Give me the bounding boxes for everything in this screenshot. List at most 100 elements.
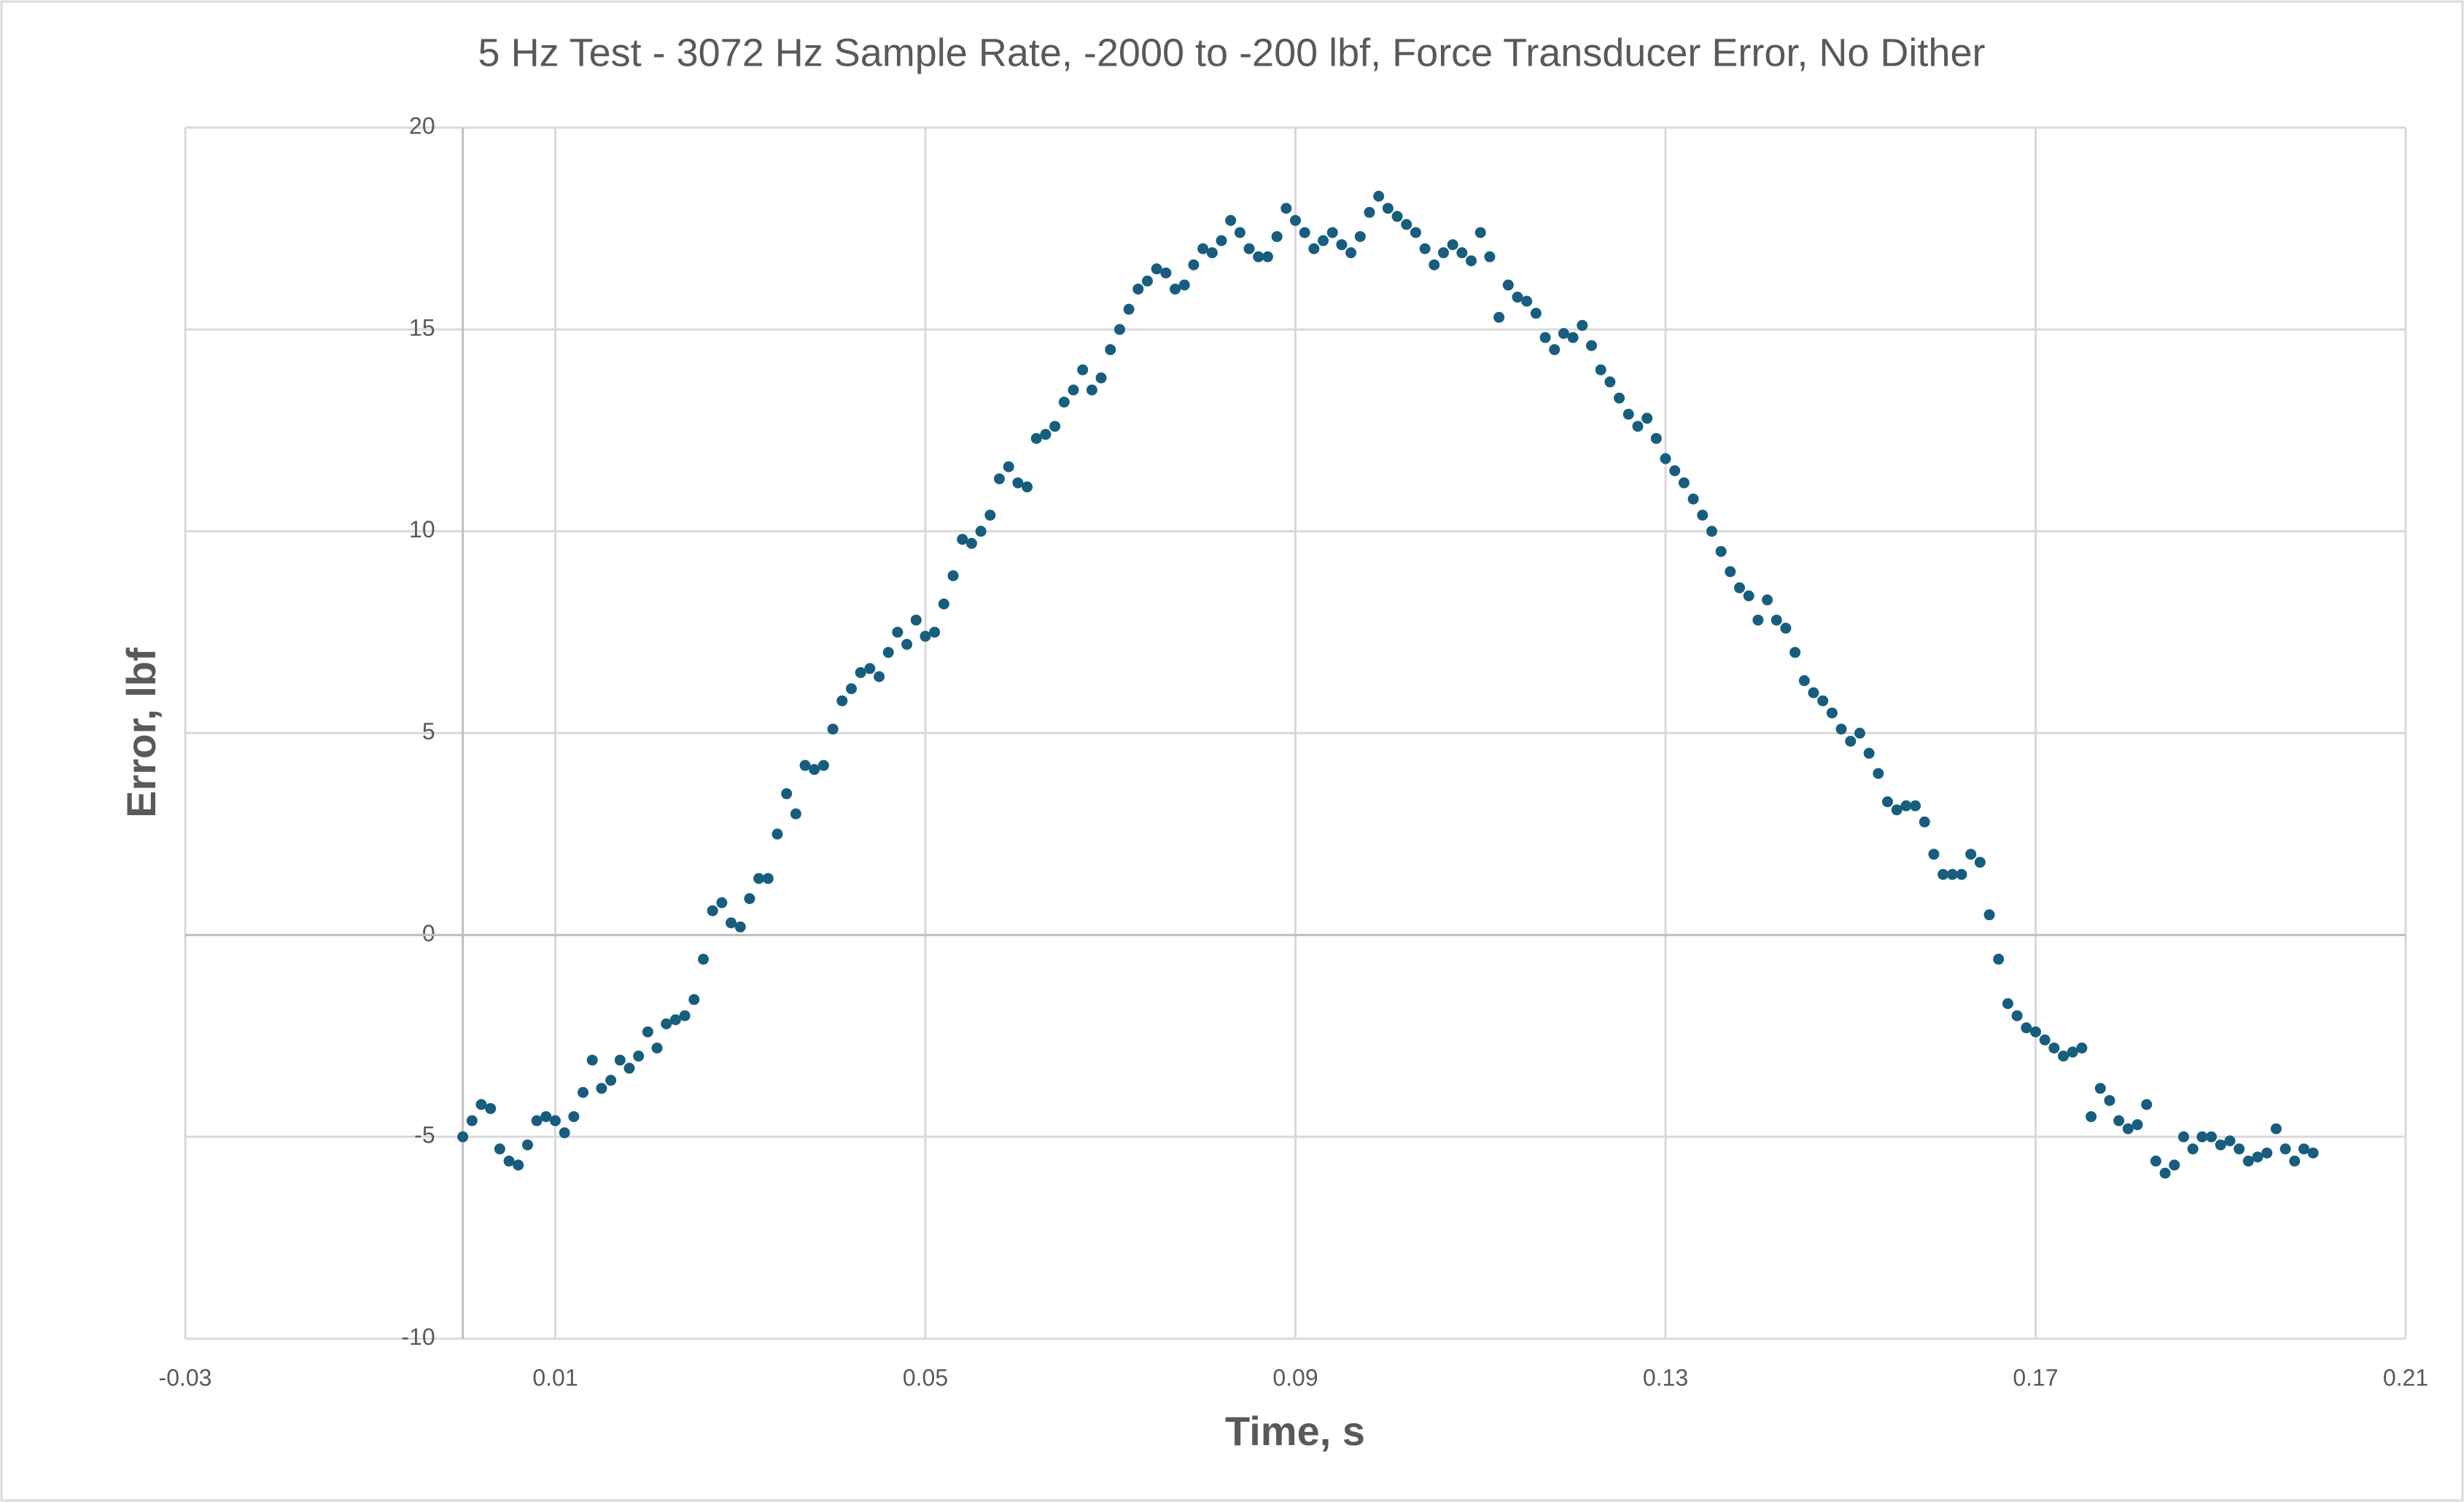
y-tick-label: -10: [401, 1323, 435, 1350]
data-point: [984, 510, 996, 521]
data-point: [1900, 800, 1912, 812]
data-point: [2150, 1155, 2161, 1167]
data-point: [1253, 251, 1264, 262]
data-point: [2159, 1167, 2171, 1179]
data-point: [2196, 1131, 2208, 1143]
data-point: [1650, 432, 1662, 444]
data-point: [1521, 295, 1533, 307]
data-point: [753, 873, 765, 884]
data-point: [1669, 465, 1681, 477]
data-point: [1114, 324, 1125, 335]
data-point: [614, 1054, 626, 1066]
data-point: [1780, 623, 1792, 634]
data-point: [1049, 421, 1061, 432]
data-point: [1558, 327, 1569, 339]
data-point: [1956, 868, 1967, 880]
data-point: [1567, 332, 1579, 343]
data-point: [1817, 695, 1829, 707]
data-point: [1225, 214, 1237, 226]
data-point: [1132, 283, 1144, 295]
data-point: [947, 570, 959, 582]
data-point: [2002, 997, 2013, 1009]
data-point: [1438, 247, 1449, 259]
data-point: [457, 1131, 469, 1143]
data-point: [1354, 230, 1366, 242]
data-point: [1142, 275, 1153, 287]
data-point: [2252, 1151, 2263, 1163]
data-point: [1280, 203, 1292, 214]
data-point: [1345, 247, 1357, 259]
data-point: [1364, 206, 1375, 218]
data-point: [1151, 263, 1162, 275]
data-point: [1466, 255, 1477, 267]
data-point: [929, 626, 941, 638]
data-point: [1086, 384, 1097, 396]
y-tick-label: 10: [409, 516, 435, 542]
data-point: [2039, 1034, 2051, 1046]
data-point: [1105, 344, 1116, 356]
data-point: [1910, 800, 1921, 812]
data-point: [698, 954, 709, 965]
data-point: [513, 1159, 524, 1171]
data-point: [586, 1054, 598, 1066]
data-point: [1318, 235, 1329, 246]
data-point: [1474, 227, 1486, 238]
data-point: [2048, 1042, 2060, 1054]
data-point: [1373, 190, 1385, 202]
data-point: [2131, 1119, 2143, 1131]
data-point: [1419, 243, 1431, 254]
data-point: [2058, 1050, 2069, 1062]
data-point: [485, 1102, 497, 1114]
y-tick-label: 5: [422, 718, 435, 744]
data-point: [550, 1115, 561, 1126]
data-point: [1382, 203, 1394, 214]
data-point: [2122, 1123, 2134, 1135]
data-point: [1660, 453, 1671, 464]
data-point: [559, 1127, 570, 1139]
data-point: [1762, 594, 1773, 606]
data-point: [1715, 545, 1727, 557]
data-point: [661, 1018, 672, 1030]
x-tick-label: 0.13: [1643, 1364, 1688, 1390]
data-point: [1983, 909, 1995, 921]
x-tick-label: -0.03: [159, 1364, 212, 1390]
data-point: [1873, 768, 1884, 779]
data-point: [707, 905, 718, 917]
data-point: [578, 1086, 589, 1098]
data-point: [1687, 493, 1699, 505]
data-point: [1216, 235, 1227, 246]
data-point: [475, 1099, 487, 1110]
data-point: [1641, 413, 1653, 424]
data-point: [1586, 340, 1597, 351]
data-point: [846, 683, 857, 695]
data-point: [2289, 1155, 2301, 1167]
data-point: [965, 537, 977, 549]
data-point: [1123, 303, 1135, 315]
data-point: [1549, 344, 1561, 356]
data-point: [827, 723, 839, 735]
data-point: [1401, 219, 1412, 230]
data-point: [1502, 279, 1514, 291]
data-point: [1938, 868, 1949, 880]
x-tick-label: 0.21: [2383, 1364, 2428, 1390]
data-point: [1308, 243, 1320, 254]
data-point: [1003, 461, 1014, 472]
data-point: [1336, 239, 1348, 251]
data-point: [633, 1050, 645, 1062]
y-tick-label: 20: [409, 112, 435, 139]
data-point: [910, 614, 922, 626]
data-point: [726, 917, 737, 929]
data-point: [799, 760, 811, 771]
data-point: [2215, 1139, 2226, 1151]
data-point: [809, 763, 820, 775]
data-point: [1068, 384, 1079, 396]
data-point: [1789, 647, 1801, 658]
data-point: [744, 893, 755, 905]
data-point: [1604, 376, 1616, 388]
data-point: [1845, 736, 1857, 747]
data-point: [2261, 1147, 2273, 1159]
y-axis-title: Error, lbf: [118, 647, 164, 818]
data-point: [2242, 1155, 2254, 1167]
